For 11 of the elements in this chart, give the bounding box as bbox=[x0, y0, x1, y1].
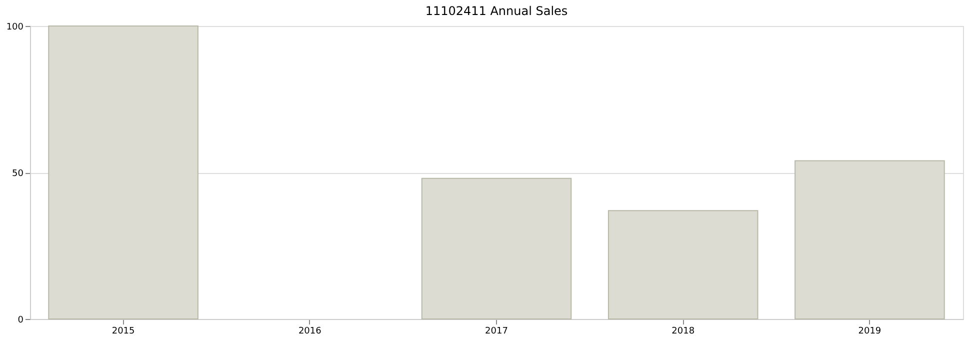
x-tick-label: 2019 bbox=[858, 326, 882, 336]
x-tick-label: 2017 bbox=[485, 326, 508, 336]
y-tick-label: 0 bbox=[18, 316, 24, 326]
y-tick-label: 100 bbox=[6, 22, 24, 32]
x-tick-label: 2016 bbox=[298, 326, 322, 336]
bar bbox=[608, 210, 758, 320]
x-tick-label: 2018 bbox=[672, 326, 695, 336]
y-tick-label: 50 bbox=[12, 169, 24, 179]
chart-title: 11102411 Annual Sales bbox=[425, 4, 568, 18]
bar bbox=[421, 178, 572, 320]
x-tick-label: 2015 bbox=[112, 326, 135, 336]
